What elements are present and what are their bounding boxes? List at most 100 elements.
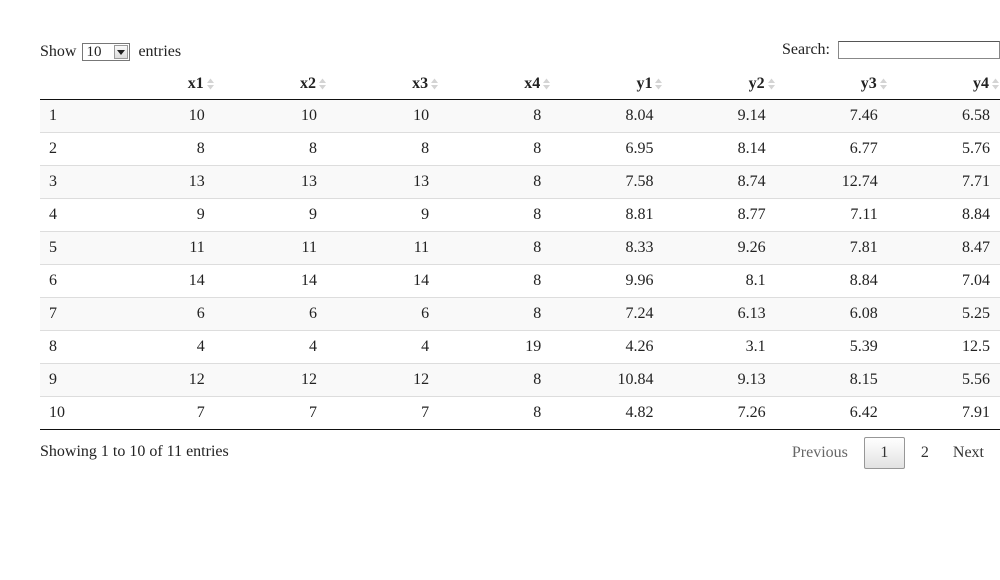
table-cell-x1: 10 xyxy=(102,99,215,133)
table-cell-y2: 8.14 xyxy=(663,132,776,166)
table-cell-x2: 9 xyxy=(214,198,327,232)
sort-icon xyxy=(206,77,215,91)
table-cell-x2: 7 xyxy=(214,396,327,430)
table-body: 1 10 10 10 8 8.04 9.14 7.46 6.58 2 8 8 8 8 6.95 8.14 6.7… xyxy=(40,99,1000,430)
table-cell-x3: 9 xyxy=(326,198,440,232)
table-cell-y2: 8.77 xyxy=(663,198,776,232)
table-cell-x3: 14 xyxy=(326,264,440,298)
column-header-content: y1 xyxy=(636,75,663,93)
table-cell-y4: 5.56 xyxy=(887,363,1000,397)
table-cell-x2: 8 xyxy=(214,132,327,166)
page-length-select[interactable]: 10 xyxy=(82,43,131,61)
table-cell-x3: 7 xyxy=(326,396,440,430)
dropdown-arrow-icon[interactable] xyxy=(114,45,129,59)
table-cell-y1: 8.81 xyxy=(551,198,664,232)
table-cell-x4: 8 xyxy=(439,363,552,397)
table-row: 4 9 9 9 8 8.81 8.77 7.11 8.84 xyxy=(40,198,1000,232)
table-cell-x4: 8 xyxy=(439,165,552,199)
table-cell-y3: 8.15 xyxy=(775,363,888,397)
table-header-row: x1 x2 x3 x4 y1 y2 y3 y4 xyxy=(40,69,1000,100)
column-header-x1[interactable]: x1 xyxy=(102,69,215,100)
table-row: 2 8 8 8 8 6.95 8.14 6.77 5.76 xyxy=(40,132,1000,166)
page-button-2[interactable]: 2 xyxy=(920,444,929,461)
table-info: Showing 1 to 10 of 11 entries xyxy=(40,443,229,460)
table-cell-x3: 11 xyxy=(326,231,440,265)
table-cell-y3: 6.77 xyxy=(775,132,888,166)
table-cell-x3: 10 xyxy=(326,99,440,133)
table-cell-x1: 4 xyxy=(102,330,215,364)
row-index-cell: 4 xyxy=(40,198,103,232)
table-cell-x4: 8 xyxy=(439,198,552,232)
column-header-content: x2 xyxy=(300,75,327,93)
show-label: Show xyxy=(40,43,77,60)
table-cell-x3: 8 xyxy=(326,132,440,166)
table-cell-x3: 6 xyxy=(326,297,440,331)
table-cell-x4: 8 xyxy=(439,231,552,265)
column-header-label: x3 xyxy=(412,75,429,92)
row-index-cell: 10 xyxy=(40,396,103,430)
table-controls: Show 10 entries Search: xyxy=(40,40,1000,64)
column-header-y3[interactable]: y3 xyxy=(775,69,888,100)
datatable-wrapper: Show 10 entries Search: x1 x2 x3 x4 y1 y2 y3 y4… xyxy=(40,40,1000,469)
row-index-cell: 8 xyxy=(40,330,103,364)
column-header-index xyxy=(40,69,103,100)
table-cell-x1: 7 xyxy=(102,396,215,430)
table-cell-x1: 13 xyxy=(102,165,215,199)
data-table: x1 x2 x3 x4 y1 y2 y3 y4 1 10 10 10 8 8.04 9.14 7.46 6.5… xyxy=(40,69,1000,430)
search-input[interactable] xyxy=(838,41,1000,59)
sort-icon xyxy=(767,77,776,91)
table-cell-y3: 6.42 xyxy=(775,396,888,430)
table-cell-y3: 5.39 xyxy=(775,330,888,364)
column-header-y1[interactable]: y1 xyxy=(551,69,664,100)
table-cell-x4: 8 xyxy=(439,264,552,298)
table-cell-y3: 7.11 xyxy=(775,198,888,232)
next-button[interactable]: Next xyxy=(952,444,984,461)
table-cell-x3: 12 xyxy=(326,363,440,397)
page-length-control: Show 10 entries xyxy=(40,42,181,62)
column-header-y4[interactable]: y4 xyxy=(887,69,1000,100)
column-header-content: x1 xyxy=(188,75,215,93)
table-cell-y1: 4.26 xyxy=(551,330,664,364)
table-row: 6 14 14 14 8 9.96 8.1 8.84 7.04 xyxy=(40,264,1000,298)
row-index-cell: 9 xyxy=(40,363,103,397)
table-row: 7 6 6 6 8 7.24 6.13 6.08 5.25 xyxy=(40,297,1000,331)
table-cell-y2: 8.74 xyxy=(663,165,776,199)
table-cell-x1: 8 xyxy=(102,132,215,166)
entries-label: entries xyxy=(138,43,182,60)
column-header-y2[interactable]: y2 xyxy=(663,69,776,100)
column-header-label: x2 xyxy=(299,75,316,92)
page-button-1[interactable]: 1 xyxy=(863,437,905,469)
column-header-content: y4 xyxy=(973,75,1000,93)
table-cell-y4: 8.47 xyxy=(887,231,1000,265)
sort-icon xyxy=(542,77,551,91)
table-cell-y1: 10.84 xyxy=(551,363,664,397)
column-header-x3[interactable]: x3 xyxy=(326,69,440,100)
previous-button[interactable]: Previous xyxy=(791,444,848,461)
table-cell-y1: 4.82 xyxy=(551,396,664,430)
table-cell-x2: 13 xyxy=(214,165,327,199)
column-header-x2[interactable]: x2 xyxy=(214,69,327,100)
column-header-content: x4 xyxy=(524,75,551,93)
table-cell-y4: 6.58 xyxy=(887,99,1000,133)
table-cell-y3: 8.84 xyxy=(775,264,888,298)
table-cell-x2: 12 xyxy=(214,363,327,397)
table-cell-y4: 7.91 xyxy=(887,396,1000,430)
table-cell-x1: 9 xyxy=(102,198,215,232)
table-cell-y3: 6.08 xyxy=(775,297,888,331)
column-header-content: y2 xyxy=(749,75,776,93)
table-cell-y3: 12.74 xyxy=(775,165,888,199)
table-cell-x4: 8 xyxy=(439,132,552,166)
column-header-x4[interactable]: x4 xyxy=(439,69,552,100)
table-cell-x3: 4 xyxy=(326,330,440,364)
table-cell-y2: 9.14 xyxy=(663,99,776,133)
table-cell-y1: 6.95 xyxy=(551,132,664,166)
column-header-label: y2 xyxy=(748,75,765,92)
row-index-cell: 6 xyxy=(40,264,103,298)
search-label: Search: xyxy=(782,41,830,58)
page-length-value: 10 xyxy=(86,44,102,60)
table-cell-x1: 11 xyxy=(102,231,215,265)
table-row: 10 7 7 7 8 4.82 7.26 6.42 7.91 xyxy=(40,396,1000,430)
table-cell-x4: 8 xyxy=(439,297,552,331)
table-cell-x4: 19 xyxy=(439,330,552,364)
column-header-label: y4 xyxy=(973,75,989,92)
